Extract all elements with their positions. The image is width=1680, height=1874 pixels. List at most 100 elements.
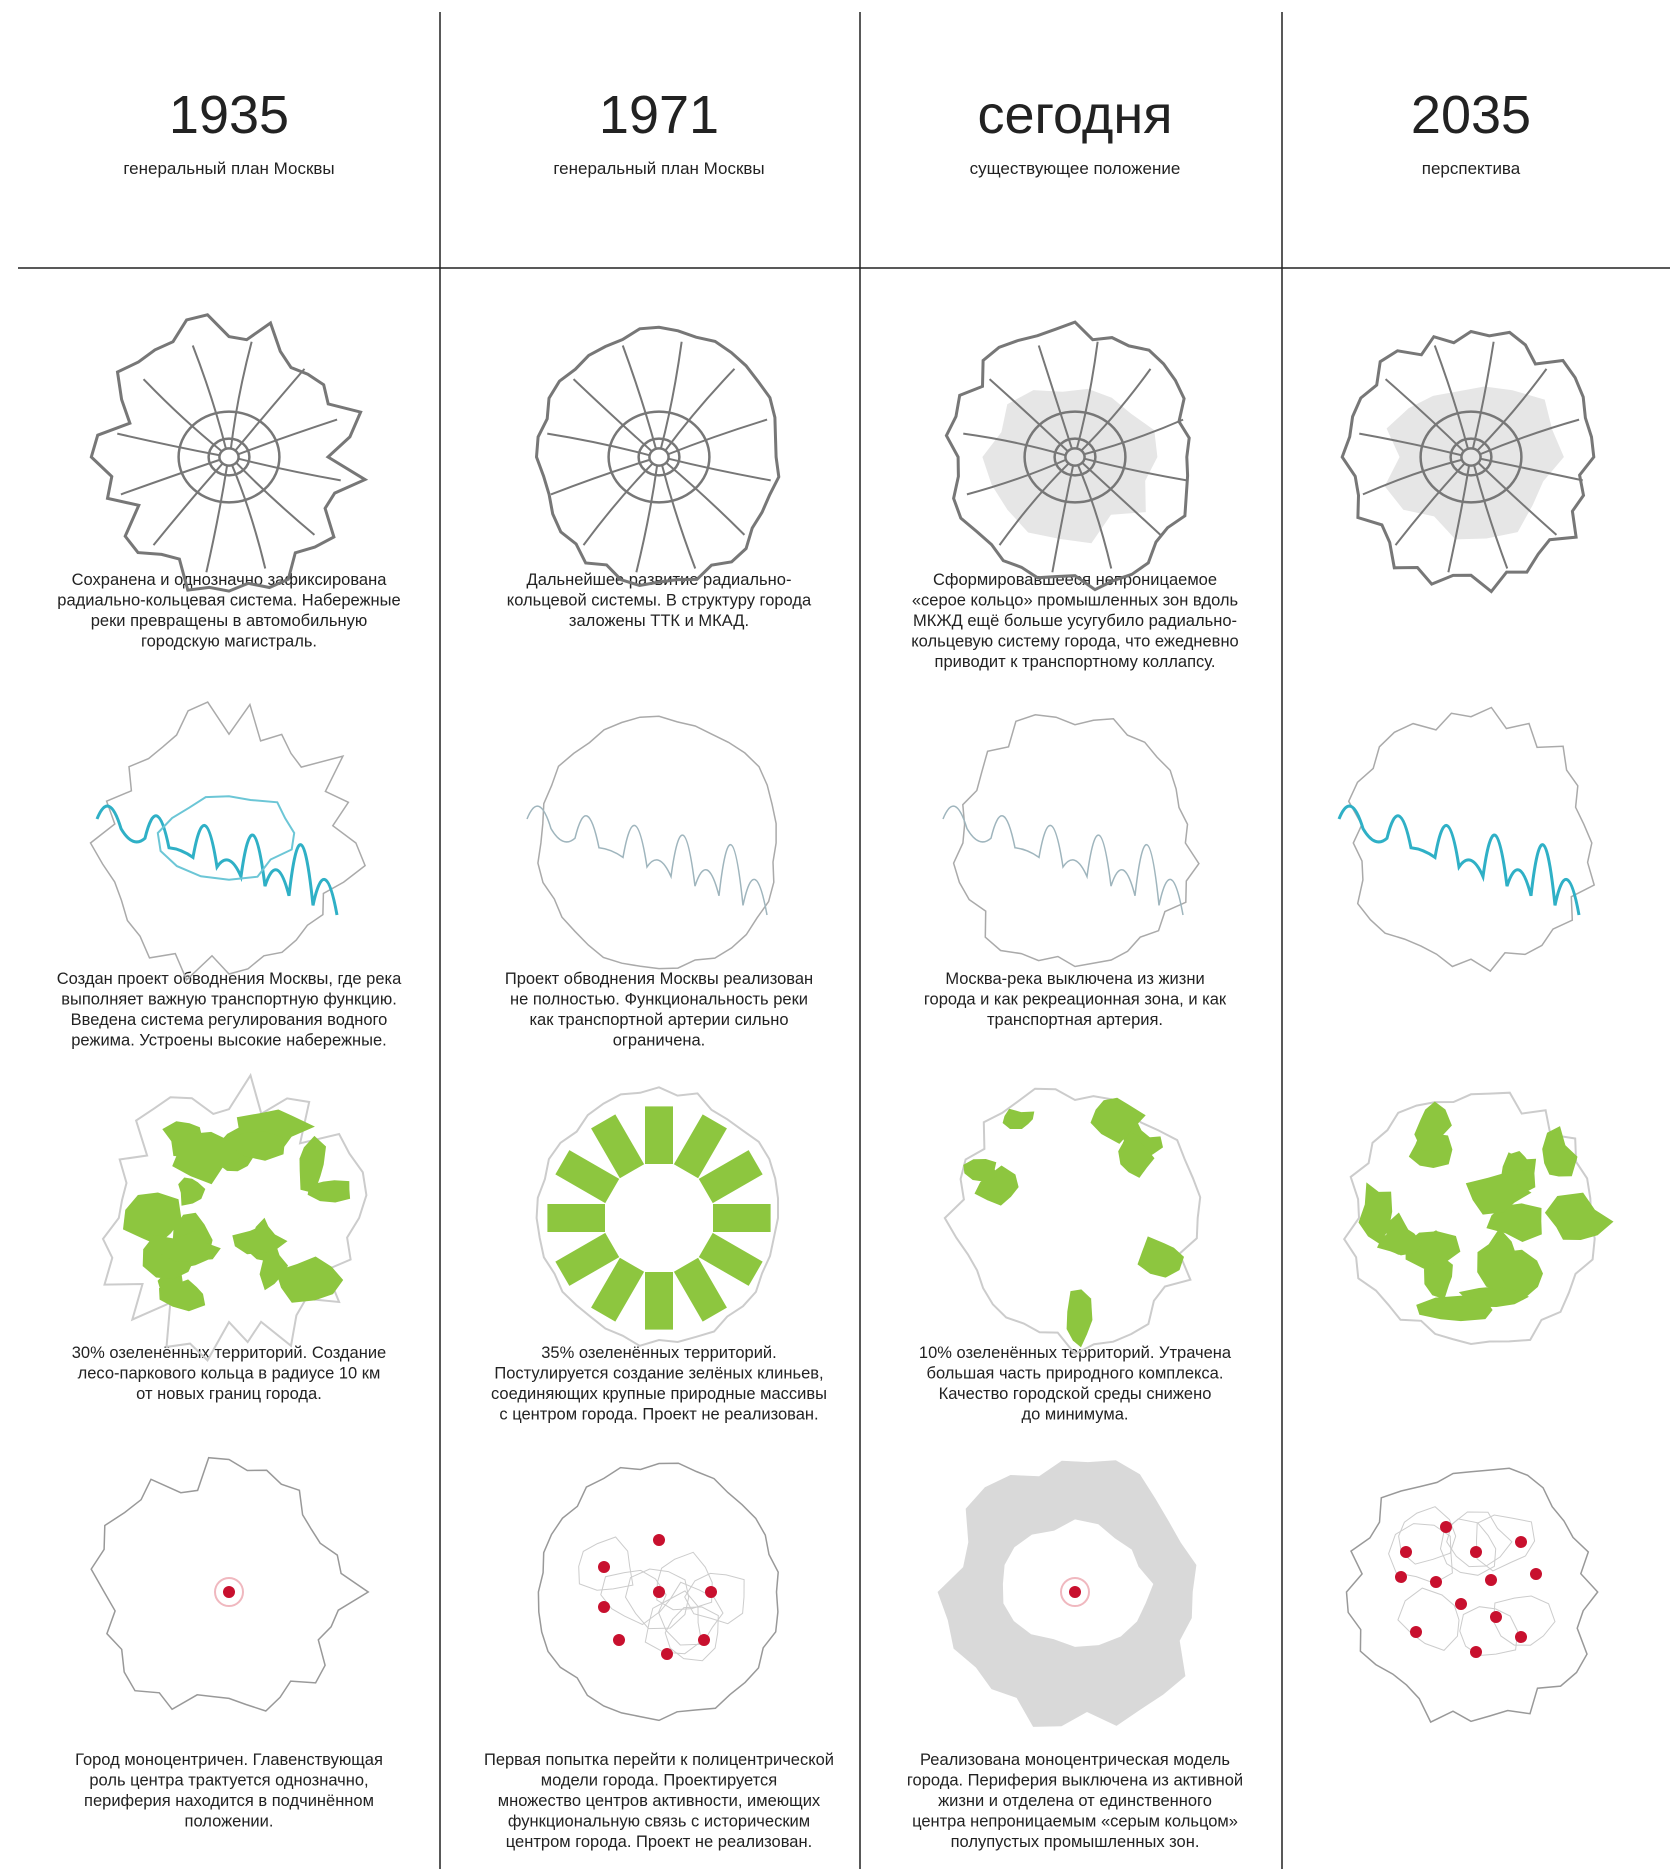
- ring-road: [1023, 410, 1127, 504]
- city-outline: [952, 714, 1200, 968]
- green-area: [227, 1131, 285, 1161]
- activity-center: [1069, 1586, 1081, 1598]
- map-illustration: [1345, 1467, 1599, 1724]
- district-line: [1397, 1587, 1460, 1651]
- green-wedge: [713, 1204, 771, 1232]
- caption-line: реки превращены в автомобильную: [91, 612, 368, 630]
- subtitle: генеральный план Москвы: [553, 159, 764, 178]
- activity-center: [661, 1648, 673, 1660]
- city-outline: [1342, 1091, 1596, 1346]
- ring-road: [1419, 410, 1523, 504]
- green-area: [307, 1180, 351, 1203]
- canal: [156, 795, 296, 881]
- activity-center: [1470, 1646, 1482, 1658]
- radial-road: [237, 418, 338, 456]
- green-area: [299, 1135, 326, 1194]
- ring-road: [1064, 447, 1086, 467]
- caption-line: города. Периферия выключена из активной: [907, 1772, 1243, 1790]
- river: [942, 805, 1184, 916]
- radial-road: [547, 432, 650, 457]
- green-area: [259, 1241, 289, 1291]
- caption-line: Дальнейшее развитие радиально-: [527, 571, 792, 589]
- green-wedge: [673, 1114, 727, 1179]
- activity-center: [1515, 1536, 1527, 1548]
- activity-center: [1470, 1546, 1482, 1558]
- map-illustration: [89, 313, 369, 593]
- radial-road: [1471, 341, 1495, 449]
- radial-road: [205, 465, 229, 573]
- activity-center: [1515, 1631, 1527, 1643]
- caption-line: ограничена.: [613, 1032, 706, 1050]
- radial-road: [120, 458, 221, 496]
- city-outline: [534, 325, 781, 588]
- activity-center: [598, 1561, 610, 1573]
- map-illustration: [534, 325, 781, 588]
- green-area: [157, 1273, 184, 1304]
- caption-line: соединяющих крупные природные массивы: [491, 1385, 827, 1403]
- river: [95, 804, 339, 916]
- green-area: [1066, 1289, 1093, 1348]
- radial-road: [234, 368, 306, 452]
- green-area: [974, 1165, 1019, 1206]
- radial-road: [665, 461, 746, 536]
- city-outline: [537, 1462, 779, 1722]
- district-line: [644, 1590, 702, 1655]
- green-area: [1544, 1192, 1614, 1240]
- green-wedge: [591, 1257, 645, 1322]
- year: 1971: [599, 85, 719, 145]
- district-line: [624, 1568, 690, 1630]
- green-area: [1424, 1257, 1453, 1300]
- caption-line: выполняет важную транспортную функцию.: [61, 991, 397, 1009]
- radial-road: [1083, 418, 1184, 456]
- activity-center: [653, 1534, 665, 1546]
- year: 2035: [1411, 85, 1531, 145]
- radial-road: [582, 462, 654, 546]
- radial-road: [1051, 465, 1075, 573]
- district-line: [664, 1606, 719, 1662]
- activity-center: [1530, 1568, 1542, 1580]
- caption-line: от новых границ города.: [136, 1385, 322, 1403]
- city-outline: [89, 701, 367, 982]
- caption-line: полупустых промышленных зон.: [951, 1833, 1200, 1851]
- green-wedge: [645, 1272, 673, 1330]
- caption-line: большая часть природного комплекса.: [927, 1365, 1224, 1383]
- caption-line: кольцевой системы. В структуру города: [507, 592, 812, 610]
- radial-road: [659, 341, 683, 449]
- caption-line: центра непроницаемым «серым кольцом»: [912, 1813, 1238, 1831]
- year: 1935: [169, 85, 289, 145]
- green-area: [1542, 1126, 1578, 1177]
- green-area: [123, 1192, 182, 1245]
- radial-road: [152, 462, 224, 546]
- radial-road: [1479, 418, 1580, 456]
- green-wedge: [673, 1257, 727, 1322]
- green-area: [232, 1223, 288, 1255]
- radial-road: [238, 457, 341, 482]
- city-outline: [944, 320, 1191, 592]
- district-line: [1398, 1506, 1457, 1565]
- radial-road: [1473, 464, 1509, 569]
- subtitle: существующее положение: [970, 159, 1181, 178]
- green-wedge: [698, 1150, 763, 1204]
- city-outline: [1340, 329, 1596, 594]
- radial-road: [142, 378, 223, 453]
- ring-road: [1053, 437, 1097, 477]
- district-line: [1475, 1514, 1536, 1572]
- activity-center: [1490, 1611, 1502, 1623]
- caption-line: функциональную связь с историческим: [508, 1813, 810, 1831]
- city-outline: [1347, 706, 1596, 973]
- map-illustration: [537, 1462, 779, 1722]
- map-illustration: [944, 320, 1191, 592]
- caption-line: модели города. Проектируется: [541, 1772, 777, 1790]
- district-line: [684, 1572, 745, 1625]
- green-wedge: [645, 1106, 673, 1164]
- caption-line: заложены ТТК и МКАД.: [569, 612, 749, 630]
- caption-line: Введена система регулирования водного: [71, 1011, 388, 1029]
- radial-road: [1359, 432, 1462, 457]
- caption-line: транспортная артерия.: [987, 1011, 1163, 1029]
- radial-road: [550, 458, 651, 496]
- map-illustration: [1340, 329, 1596, 594]
- radial-road: [231, 464, 267, 569]
- caption-line: Реализована моноцентрическая модель: [920, 1751, 1230, 1769]
- green-area: [275, 1256, 344, 1303]
